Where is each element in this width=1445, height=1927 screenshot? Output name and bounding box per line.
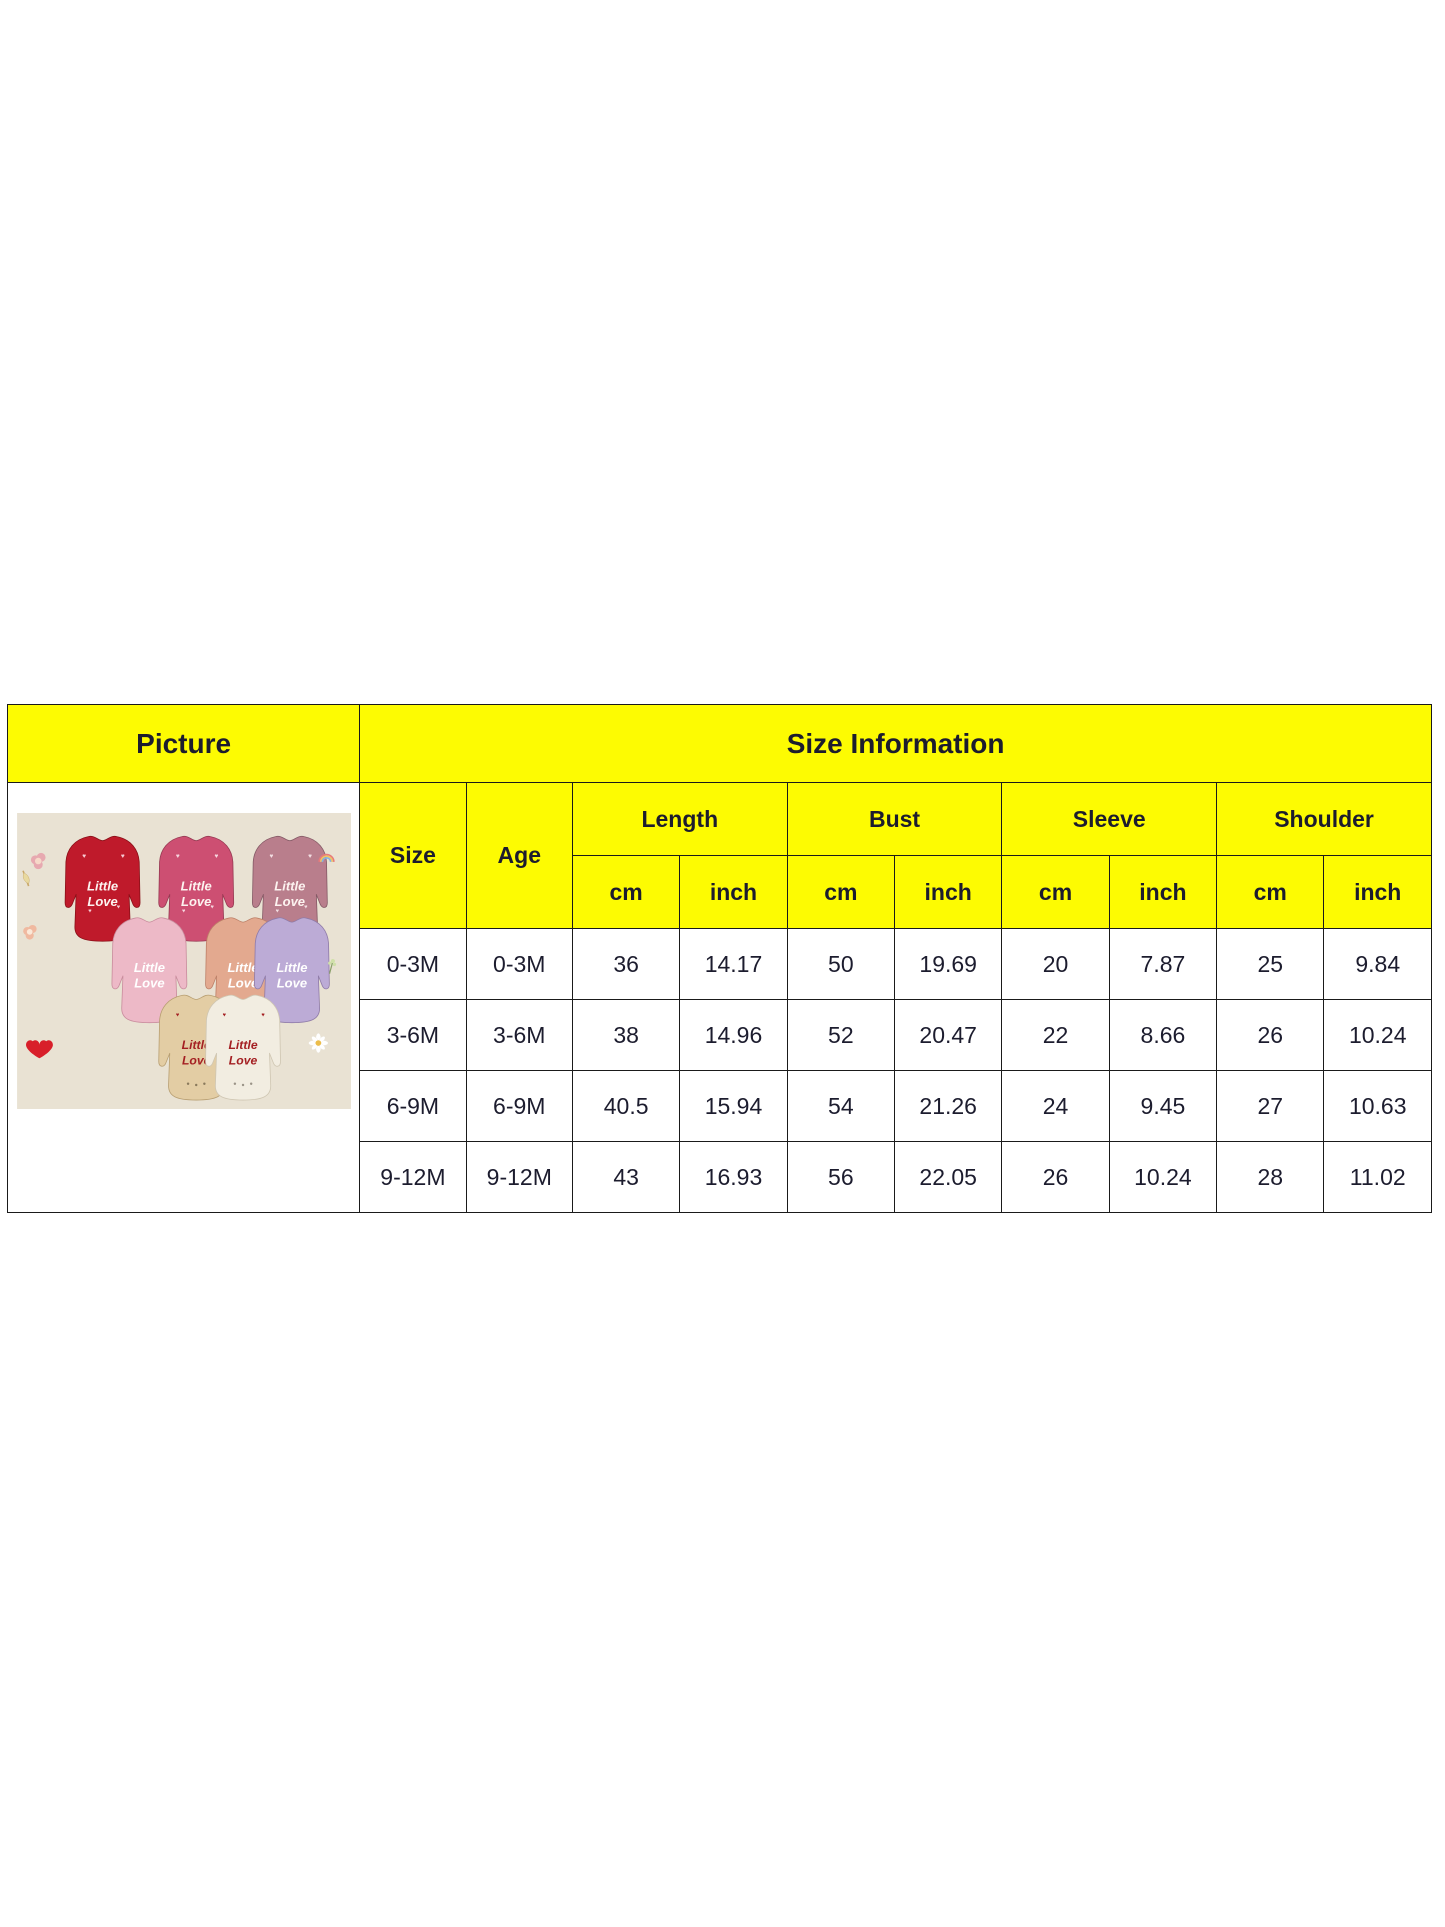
svg-text:Little: Little xyxy=(276,960,307,975)
svg-text:Love: Love xyxy=(274,894,304,909)
svg-text:Little: Little xyxy=(228,1038,257,1052)
svg-text:Little: Little xyxy=(227,960,258,975)
svg-text:♥: ♥ xyxy=(269,853,273,860)
svg-text:Love: Love xyxy=(87,894,117,909)
svg-text:Little: Little xyxy=(274,878,305,893)
svg-text:♥: ♥ xyxy=(214,853,218,860)
svg-text:Love: Love xyxy=(181,894,211,909)
svg-text:Little: Little xyxy=(133,960,164,975)
svg-text:Love: Love xyxy=(227,975,257,990)
svg-text:Love: Love xyxy=(228,1054,257,1068)
svg-text:Little: Little xyxy=(87,878,118,893)
svg-text:♥: ♥ xyxy=(121,853,125,860)
svg-text:♥: ♥ xyxy=(82,853,86,860)
svg-text:♥: ♥ xyxy=(308,853,312,860)
svg-text:Little: Little xyxy=(180,878,211,893)
svg-text:Love: Love xyxy=(276,975,306,990)
svg-text:Love: Love xyxy=(134,975,164,990)
svg-text:♥: ♥ xyxy=(175,853,179,860)
